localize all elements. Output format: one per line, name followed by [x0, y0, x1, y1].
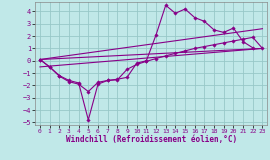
X-axis label: Windchill (Refroidissement éolien,°C): Windchill (Refroidissement éolien,°C) [66, 135, 237, 144]
